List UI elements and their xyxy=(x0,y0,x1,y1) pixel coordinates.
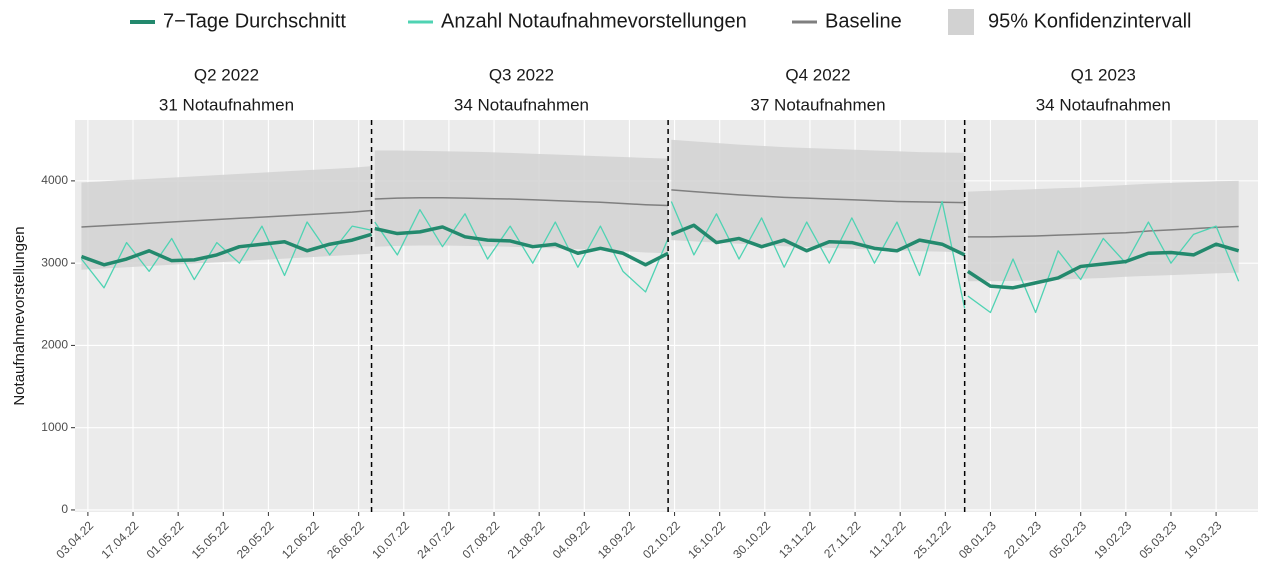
x-tick-label: 26.06.22 xyxy=(324,518,367,561)
daily-line xyxy=(967,221,1240,314)
x-tick-label: 25.12.22 xyxy=(911,518,954,561)
panel-title: Q4 2022 xyxy=(785,65,850,84)
x-tick-label: 05.02.23 xyxy=(1046,518,1089,561)
panel-subtitle: 31 Notaufnahmen xyxy=(159,95,294,114)
panel-title: Q1 2023 xyxy=(1071,65,1136,84)
x-tick-label: 01.05.22 xyxy=(144,518,187,561)
x-tick-label: 10.07.22 xyxy=(369,518,412,561)
y-tick-label: 1000 xyxy=(41,420,68,434)
average-line xyxy=(374,225,669,267)
confidence-band xyxy=(967,180,1239,282)
x-tick-label: 19.02.23 xyxy=(1091,518,1134,561)
panel-subtitle: 37 Notaufnahmen xyxy=(750,95,885,114)
x-tick-label: 11.12.22 xyxy=(866,518,909,561)
x-tick-label: 29.05.22 xyxy=(234,518,277,561)
average-line xyxy=(670,223,966,257)
x-tick-label: 27.11.22 xyxy=(821,518,864,561)
x-tick-label: 22.01.23 xyxy=(1001,518,1044,561)
baseline-line xyxy=(374,196,669,207)
x-tick-label: 21.08.22 xyxy=(505,518,548,561)
panel-subtitle: 34 Notaufnahmen xyxy=(1036,95,1171,114)
x-tick-label: 24.07.22 xyxy=(414,518,457,561)
x-tick-label: 02.10.22 xyxy=(640,518,683,561)
y-tick-label: 2000 xyxy=(41,338,68,352)
panel-title: Q3 2022 xyxy=(489,65,554,84)
daily-line xyxy=(80,221,372,289)
daily-line xyxy=(670,200,966,309)
confidence-band xyxy=(374,150,669,254)
legend-key xyxy=(948,9,974,35)
x-tick-label: 03.04.22 xyxy=(53,518,96,561)
x-tick-label: 08.01.23 xyxy=(956,518,999,561)
legend-label: 7−Tage Durchschnitt xyxy=(163,10,346,32)
x-tick-label: 15.05.22 xyxy=(189,518,232,561)
x-tick-label: 18.09.22 xyxy=(595,518,638,561)
baseline-line xyxy=(81,209,372,228)
y-tick-label: 0 xyxy=(61,502,68,516)
x-tick-label: 04.09.22 xyxy=(550,518,593,561)
baseline-line xyxy=(967,225,1239,238)
panel-title: Q2 2022 xyxy=(194,65,259,84)
x-tick-label: 17.04.22 xyxy=(98,518,141,561)
x-tick-label: 30.10.22 xyxy=(730,518,773,561)
confidence-band xyxy=(671,139,965,253)
x-tick-label: 16.10.22 xyxy=(685,518,728,561)
panel-subtitle: 34 Notaufnahmen xyxy=(454,95,589,114)
confidence-band xyxy=(81,166,372,270)
x-tick-label: 19.03.23 xyxy=(1182,518,1225,561)
average-line xyxy=(966,242,1240,290)
x-tick-label: 12.06.22 xyxy=(279,518,322,561)
legend-label: Baseline xyxy=(825,10,902,32)
y-axis-label: Notaufnahmevorstellungen xyxy=(11,226,28,405)
x-tick-label: 05.03.23 xyxy=(1136,518,1179,561)
legend-label: 95% Konfidenzintervall xyxy=(988,10,1191,32)
legend-label: Anzahl Notaufnahmevorstellungen xyxy=(441,10,747,32)
y-tick-label: 4000 xyxy=(41,173,68,187)
y-tick-label: 3000 xyxy=(41,255,68,269)
x-tick-label: 07.08.22 xyxy=(459,518,502,561)
average-line xyxy=(80,232,373,267)
x-tick-label: 13.11.22 xyxy=(776,518,819,561)
baseline-line xyxy=(671,189,965,204)
